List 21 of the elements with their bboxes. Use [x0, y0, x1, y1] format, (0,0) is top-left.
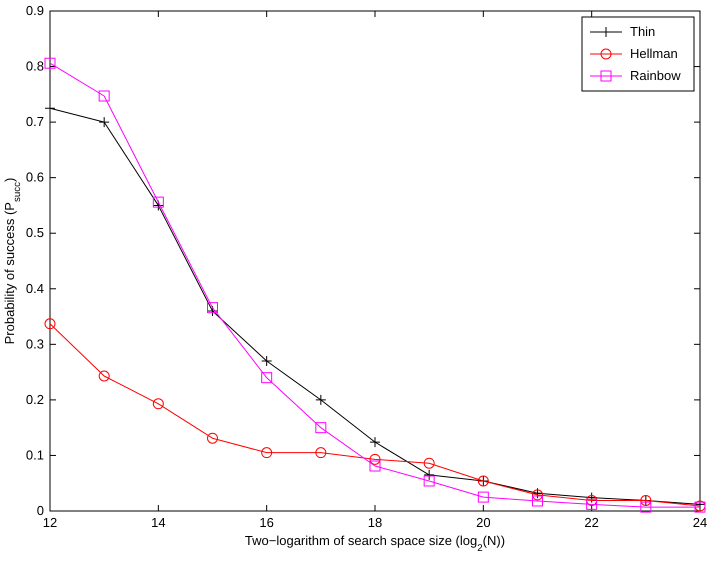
x-tick-label: 24	[692, 515, 708, 530]
x-tick-label: 14	[151, 515, 166, 530]
y-tick-label: 0.6	[26, 170, 44, 185]
y-tick-label: 0.1	[26, 447, 44, 462]
x-tick-label: 16	[259, 515, 274, 530]
x-tick-label: 12	[42, 515, 58, 530]
y-tick-label: 0.2	[26, 392, 44, 407]
legend-label: Hellman	[630, 46, 678, 61]
legend-label: Thin	[630, 24, 656, 39]
y-tick-label: 0.9	[26, 3, 44, 18]
x-tick-label: 18	[368, 515, 382, 530]
y-tick-label: 0.8	[26, 58, 44, 74]
x-tick-label: 20	[476, 515, 491, 530]
x-tick-label: 22	[584, 515, 599, 530]
legend-label: Rainbow	[630, 68, 682, 83]
y-tick-label: 0.3	[26, 336, 44, 352]
y-tick-label: 0.5	[26, 225, 44, 240]
y-tick-label: 0.4	[26, 280, 44, 296]
y-tick-label: 0.7	[26, 114, 44, 130]
x-axis-title: Two−logarithm of search space size (log$_{2}$(N))	[244, 533, 506, 554]
y-tick-label: 0	[36, 503, 44, 518]
